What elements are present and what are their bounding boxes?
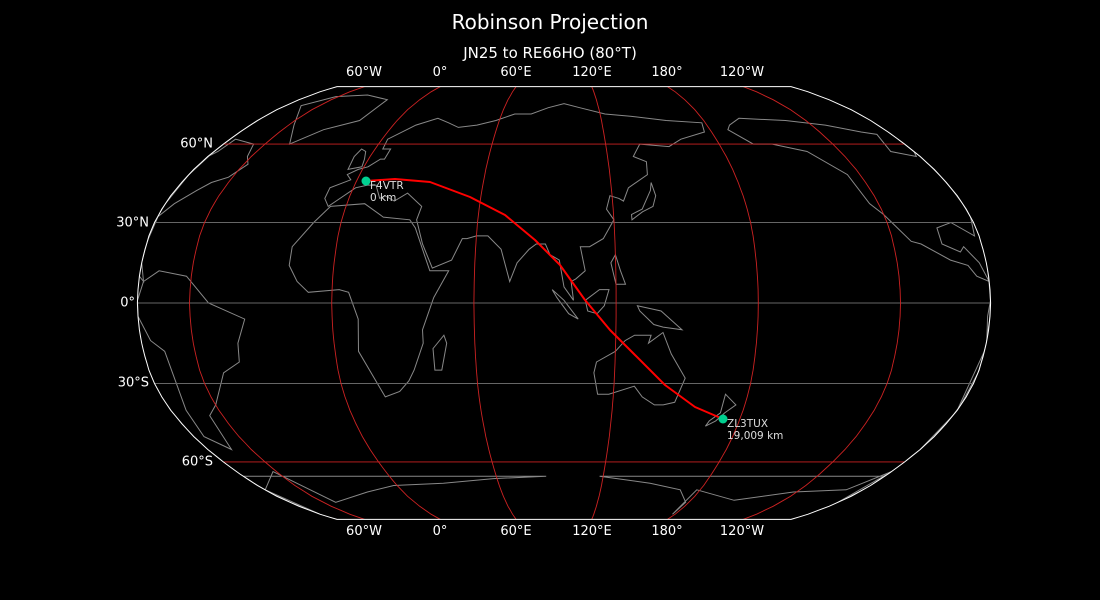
- coastline: [241, 470, 547, 515]
- great-circle-path: [365, 178, 724, 420]
- lat-label: 60°S: [181, 454, 213, 470]
- top-lon-label: 180°: [651, 65, 683, 80]
- coastline: [630, 182, 657, 221]
- meridian-line: [742, 86, 901, 520]
- meridian-line: [667, 86, 759, 520]
- start-distance: 0 km: [370, 192, 397, 204]
- coastlines: [137, 94, 991, 515]
- top-lon-label: 60°W: [346, 65, 382, 80]
- top-lon-label: 0°: [432, 65, 448, 80]
- meridian-line: [591, 86, 617, 520]
- coastline: [288, 203, 450, 398]
- coastline: [324, 103, 706, 301]
- coastline: [551, 289, 579, 320]
- map-subtitle: JN25 to RE66HO (80°T): [463, 44, 637, 62]
- lat-label: 30°S: [117, 375, 149, 391]
- coastline: [636, 304, 684, 331]
- start-callsign: F4VTR: [370, 180, 404, 192]
- meridian-line: [189, 86, 365, 520]
- meridian-line: [473, 86, 517, 520]
- top-lon-label: 120°W: [719, 65, 765, 80]
- coastline: [584, 289, 610, 315]
- coastline: [704, 393, 737, 427]
- end-marker: [718, 414, 728, 424]
- bottom-lon-label: 120°E: [572, 524, 612, 539]
- coastline: [137, 270, 246, 451]
- top-lon-label: 120°E: [572, 65, 612, 80]
- top-lon-label: 60°E: [500, 65, 532, 80]
- coastline: [599, 471, 892, 515]
- coastline: [432, 334, 448, 371]
- map-title: Robinson Projection: [451, 10, 649, 34]
- map-outline: [136, 86, 992, 520]
- start-marker: [361, 176, 371, 186]
- coastline: [347, 148, 367, 171]
- end-point-label: ZL3TUX 19,009 km: [727, 418, 783, 442]
- coastline: [727, 117, 991, 283]
- end-distance: 19,009 km: [727, 430, 784, 442]
- lat-label: 60°N: [180, 136, 213, 152]
- coastline: [919, 270, 991, 450]
- start-point-label: F4VTR 0 km: [370, 180, 404, 204]
- end-callsign: ZL3TUX: [727, 418, 769, 430]
- lat-label: 30°N: [116, 215, 149, 231]
- coastline: [288, 94, 389, 145]
- bottom-lon-label: 120°W: [719, 524, 765, 539]
- bottom-lon-label: 180°: [651, 524, 683, 539]
- bottom-lon-label: 60°E: [500, 524, 532, 539]
- bottom-lon-label: 60°W: [346, 524, 382, 539]
- bottom-lon-label: 0°: [432, 524, 448, 539]
- coastline: [593, 331, 686, 406]
- lat-label: 0°: [120, 295, 135, 311]
- coastline: [610, 253, 627, 285]
- meridian-line: [331, 86, 441, 520]
